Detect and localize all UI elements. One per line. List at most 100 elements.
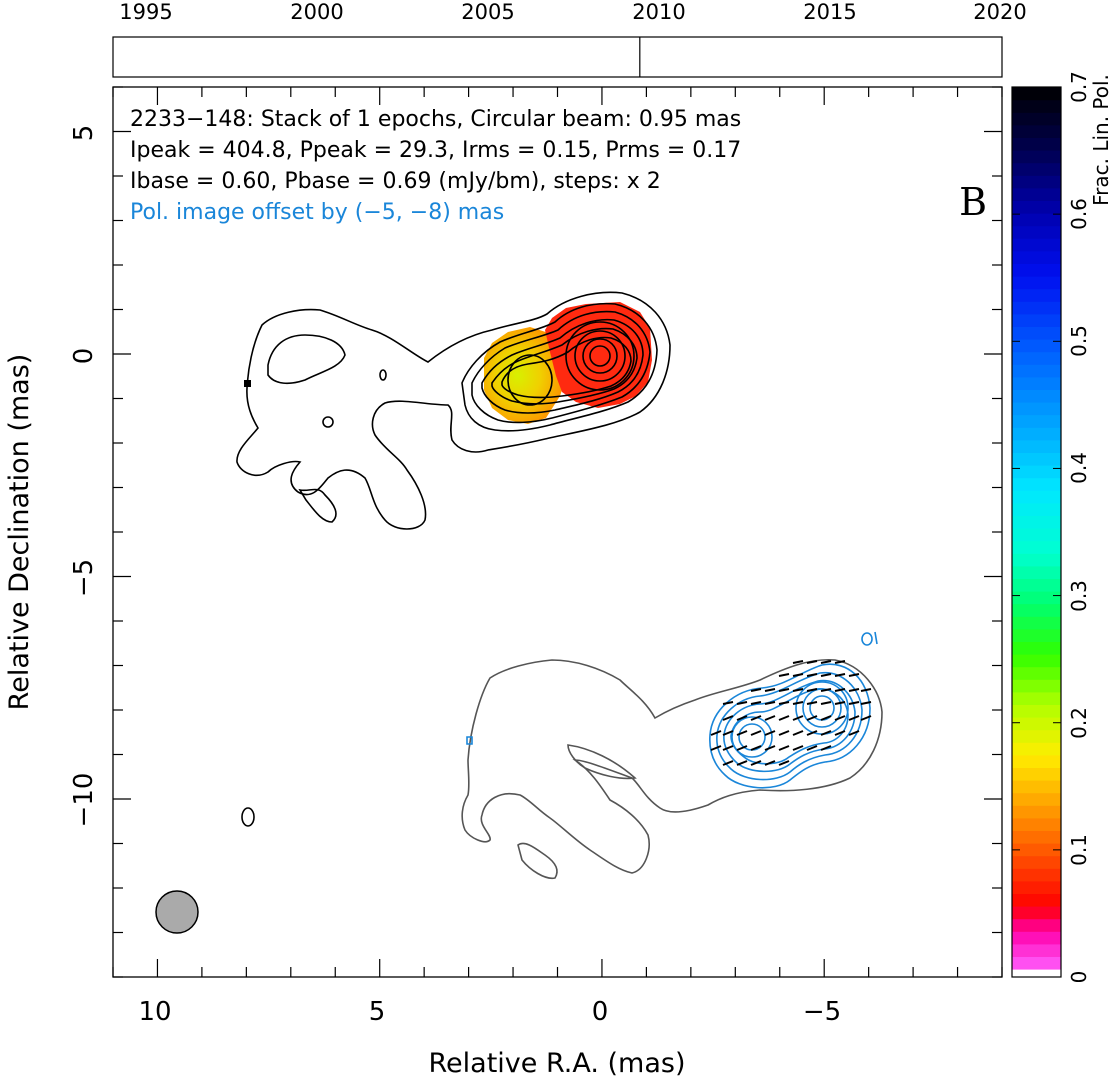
info-line-4: Pol. image offset by (−5, −8) mas [130, 200, 504, 225]
evpa-tick [750, 760, 762, 766]
axis-ticks [112, 86, 1003, 978]
cbar-label-0: 0 [1067, 971, 1091, 984]
colorbar-swatch [1012, 414, 1061, 428]
evpa-tick [764, 701, 776, 705]
epoch-label-2020: 2020 [973, 0, 1026, 24]
cbar-label-06: 0.6 [1067, 198, 1091, 230]
evpa-tick [736, 701, 748, 705]
evpa-tick [792, 673, 804, 677]
colorbar-swatch [1012, 364, 1061, 378]
evpa-tick [736, 730, 748, 736]
evpa-tick [778, 715, 790, 721]
epoch-bar: 1995 2000 2005 2010 2015 2020 [112, 0, 1027, 78]
evpa-tick [848, 730, 860, 736]
epoch-label-2010: 2010 [632, 0, 685, 24]
offset-intensity-contour [461, 658, 883, 880]
x-tick-labels: 10 5 0 −5 [138, 997, 841, 1027]
evpa-tick [792, 701, 804, 705]
evpa-tick [710, 745, 722, 751]
contour-blob-sw [298, 488, 337, 523]
colorbar-swatch [1012, 162, 1061, 176]
colorbar-swatch [1012, 565, 1061, 579]
colorbar-swatch [1012, 276, 1061, 290]
evpa-tick [820, 701, 832, 705]
colorbar-swatch [1012, 754, 1061, 768]
evpa-tick [834, 701, 846, 705]
evpa-tick [820, 745, 832, 751]
colorbar-swatch [1012, 124, 1061, 138]
evpa-tick [764, 760, 776, 766]
colorbar-swatch [1012, 477, 1061, 491]
y-tick-label-0: 0 [69, 348, 99, 365]
evpa-tick [806, 701, 818, 705]
colorbar-swatch [1012, 502, 1061, 516]
contour-level-6 [501, 336, 632, 399]
colorbar-swatch [1012, 742, 1061, 756]
colorbar-swatch [1012, 339, 1061, 353]
colorbar-swatch [1012, 288, 1061, 302]
info-line-1: 2233−148: Stack of 1 epochs, Circular be… [130, 107, 741, 132]
cbar-label-05: 0.5 [1067, 325, 1091, 357]
colorbar-swatch [1012, 767, 1061, 781]
offset-contour-hole [567, 744, 637, 780]
evpa-tick [860, 715, 872, 721]
contour-inner-jet-peak [507, 354, 553, 406]
contour-isolated [241, 807, 255, 827]
evpa-tick [860, 701, 872, 705]
colorbar-swatch [1012, 376, 1061, 390]
evpa-tick [764, 688, 776, 692]
evpa-tick [778, 730, 790, 736]
evpa-tick [764, 730, 776, 736]
colorbar-swatch-zero [1012, 969, 1061, 977]
colorbar-swatch [1012, 137, 1061, 151]
evpa-tick [860, 688, 872, 692]
colorbar-swatch [1012, 918, 1061, 932]
info-line-2: Ipeak = 404.8, Ppeak = 29.3, Irms = 0.15… [130, 138, 741, 163]
cbar-label-04: 0.4 [1067, 452, 1091, 484]
evpa-tick [710, 730, 722, 736]
colorbar-swatch [1012, 427, 1061, 441]
contour-outer [236, 291, 671, 530]
evpa-tick [764, 745, 776, 751]
y-tick-label-neg10: −10 [69, 773, 99, 828]
colorbar-swatch [1012, 880, 1061, 894]
colorbar-swatch [1012, 641, 1061, 655]
evpa-tick [792, 745, 804, 751]
x-tick-label-neg5: −5 [803, 997, 841, 1027]
evpa-tick [848, 701, 860, 705]
contour-level-2 [461, 302, 658, 432]
offset-contour-outer [461, 658, 883, 874]
y-tick-label-5: 5 [69, 125, 99, 142]
panel-label: B [959, 180, 987, 224]
colorbar-swatch [1012, 540, 1061, 554]
colorbar-frame [1011, 86, 1062, 978]
evpa-tick [820, 730, 832, 736]
colorbar-swatch [1012, 439, 1061, 453]
colorbar-swatch [1012, 906, 1061, 920]
evpa-tick [834, 715, 846, 721]
colorbar-swatch [1012, 830, 1061, 844]
pol-contour-outer [709, 663, 871, 789]
evpa-tick [848, 673, 860, 677]
evpa-tick [764, 715, 776, 721]
colorbar-swatches [1012, 87, 1061, 977]
pol-speck-3 [874, 631, 878, 645]
pol-speck-1 [466, 736, 473, 745]
evpa-tick [848, 688, 860, 692]
beam-ellipse [155, 890, 199, 934]
colorbar-swatch [1012, 250, 1061, 264]
colorbar-swatch [1012, 817, 1061, 831]
contour-core-1 [565, 321, 635, 391]
colorbar-swatch [1012, 717, 1061, 731]
evpa-tick [820, 688, 832, 692]
colorbar-swatch [1012, 666, 1061, 680]
evpa-tick [792, 660, 804, 664]
colorbar-swatch [1012, 805, 1061, 819]
evpa-tick [834, 688, 846, 692]
evpa-tick [792, 730, 804, 736]
colorbar-swatch [1012, 654, 1061, 668]
colorbar: 0 0.1 0.2 0.3 0.4 0.5 0.6 0.7 Frac. Lin.… [1011, 71, 1111, 984]
colorbar-swatch [1012, 628, 1061, 642]
evpa-tick [792, 688, 804, 692]
colorbar-swatch [1012, 225, 1061, 239]
